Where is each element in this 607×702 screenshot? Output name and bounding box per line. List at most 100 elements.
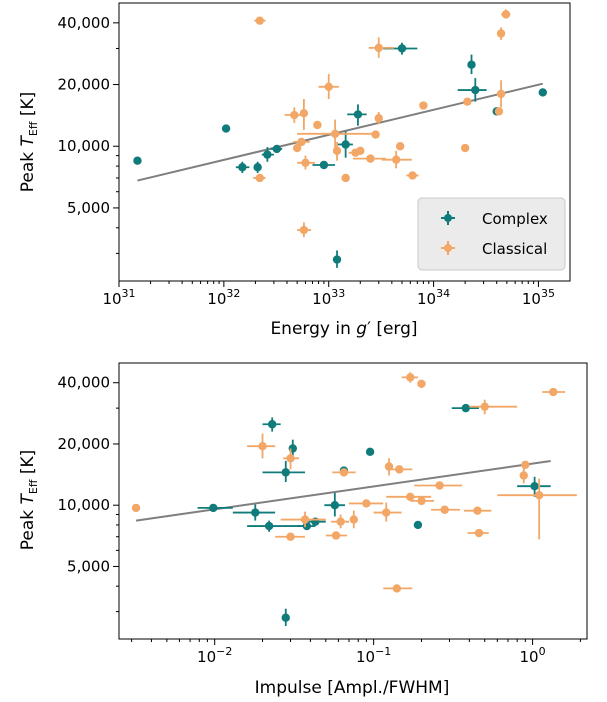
classical-point [332, 141, 342, 161]
y-axis-energy: 5,000 10,000 20,000 40,000 [58, 14, 119, 254]
classical-point [253, 173, 266, 183]
classical-point [247, 433, 276, 459]
classical-point [349, 510, 358, 529]
classical-point [332, 468, 356, 477]
complex-point [270, 144, 283, 154]
classical-point [497, 478, 577, 540]
classical-point [496, 27, 506, 40]
classical-point [297, 222, 312, 238]
y-axis-impulse: 5,000 10,000 20,000 40,000 [58, 374, 119, 613]
classical-point [414, 481, 463, 490]
classical-point [313, 120, 322, 130]
complex-point [281, 608, 290, 626]
complex-point [365, 447, 375, 457]
classical-point [292, 143, 302, 153]
complex-point [312, 160, 336, 170]
legend-marker-classical [441, 241, 455, 255]
complex-point [235, 161, 250, 174]
classical-point [467, 528, 489, 538]
classical-point [410, 496, 435, 506]
points-impulse [131, 372, 577, 626]
y-tick-label: 10,000 [58, 496, 111, 514]
classical-point [356, 146, 365, 156]
fit-line-impulse [135, 459, 551, 522]
classical-point [395, 142, 405, 151]
y-tick-label: 10,000 [58, 137, 111, 155]
classical-point [280, 511, 326, 528]
complex-point [517, 476, 551, 497]
classical-point [386, 492, 432, 501]
classical-point [352, 154, 386, 163]
classical-point [431, 505, 461, 514]
x-tick-label: 10−2 [197, 645, 232, 666]
complex-point [262, 460, 306, 483]
complex-point [467, 54, 476, 75]
classical-point [299, 99, 309, 131]
classical-point [419, 101, 428, 110]
x-tick-label: 1032 [207, 287, 240, 308]
classical-point [275, 532, 306, 541]
classical-point [542, 387, 566, 397]
legend-classical-marker [441, 241, 455, 255]
classical-point [401, 372, 418, 383]
y-tick-label: 5,000 [67, 199, 110, 217]
classical-point [406, 171, 419, 180]
complex-point [247, 520, 302, 532]
x-tick-label: 1034 [417, 287, 450, 308]
classical-point [293, 137, 310, 147]
x-tick-label: 1031 [102, 287, 135, 308]
complex-point [232, 504, 276, 521]
classical-point [386, 465, 413, 474]
classical-point [384, 458, 394, 476]
fit-line-energy [137, 82, 544, 182]
classical-point [469, 399, 518, 415]
classical-point [341, 173, 350, 183]
legend-complex-marker [441, 211, 455, 225]
complex-point [253, 161, 262, 174]
complex-point [337, 131, 353, 158]
x-tick-label: 1035 [522, 287, 555, 308]
complex-point [347, 104, 367, 126]
y-axis-label-impulse: Peak TEff [K] [18, 450, 40, 551]
classical-point [349, 499, 384, 508]
y-tick-label: 5,000 [67, 557, 110, 575]
legend-box [417, 197, 566, 271]
y-tick-label: 40,000 [58, 14, 111, 32]
classical-point [494, 107, 504, 116]
classical-point [383, 584, 413, 593]
classical-point [297, 119, 373, 149]
classical-point [519, 466, 528, 484]
classical-point [381, 150, 412, 169]
x-axis-label-impulse: Impulse [Ampl./FWHM] [255, 678, 450, 698]
legend-label-complex: Complex [482, 210, 548, 228]
y-tick-label: 20,000 [58, 76, 111, 94]
plot-frame-impulse [118, 362, 588, 640]
classical-point [131, 503, 141, 513]
classical-point [325, 531, 348, 540]
classical-point [371, 130, 380, 139]
classical-point [368, 37, 395, 58]
complex-point [133, 156, 142, 165]
chart-energy: 1031 1032 1033 1034 1035 5,000 10,000 20,000 40… [18, 2, 571, 339]
classical-point [460, 143, 470, 153]
legend-marker-complex [441, 211, 455, 225]
y-tick-label: 20,000 [58, 435, 111, 453]
complex-point [261, 147, 274, 162]
classical-point [283, 448, 300, 470]
plot-frame-energy [118, 2, 571, 282]
complex-point [262, 417, 281, 432]
classical-point [254, 16, 266, 25]
y-axis-label-energy: Peak TEff [K] [18, 92, 40, 193]
classical-point [374, 111, 383, 125]
chart-impulse: 10−2 10−1 100 5,000 10,000 20,000 40,000 Impu… [18, 362, 588, 698]
complex-point [413, 520, 423, 530]
points-energy [133, 9, 547, 268]
x-axis-impulse: 10−2 10−1 100 [131, 639, 581, 666]
fit-line [137, 82, 544, 182]
complex-point [332, 250, 342, 268]
classical-point [318, 74, 339, 100]
complex-point [197, 503, 233, 513]
complex-point [324, 492, 345, 517]
x-tick-label: 10−1 [356, 645, 391, 666]
